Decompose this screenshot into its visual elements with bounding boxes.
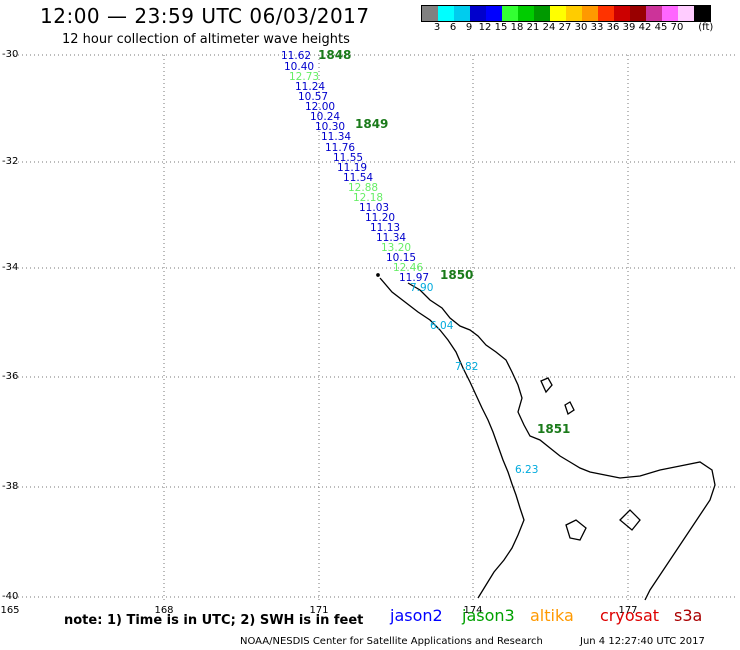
generated-timestamp: Jun 4 12:27:40 UTC 2017 <box>580 636 705 647</box>
lon-grid <box>163 55 629 600</box>
color-scale-tick: 21 <box>526 22 540 33</box>
wave-height-value: 11.24 <box>295 81 326 93</box>
lat-label: -36 <box>2 371 19 382</box>
satellite-s3a: s3a <box>674 606 703 625</box>
color-swatch <box>646 6 662 21</box>
lon-label: 177 <box>618 605 638 616</box>
color-swatch <box>550 6 566 21</box>
wave-height-value: 10.15 <box>386 252 417 264</box>
color-swatch <box>614 6 630 21</box>
wave-height-value: 11.34 <box>321 131 352 143</box>
color-swatch <box>422 6 438 21</box>
color-scale-unit: (ft) <box>698 22 714 33</box>
wave-height-value: 13.20 <box>381 242 412 254</box>
wave-height-value: 12.00 <box>305 101 336 113</box>
color-swatch <box>454 6 470 21</box>
track-time-label: 1850 <box>440 268 474 282</box>
color-swatch <box>630 6 646 21</box>
wave-height-value: 11.03 <box>359 202 390 214</box>
color-scale-tick: 33 <box>590 22 604 33</box>
wave-height-value: 11.20 <box>365 212 396 224</box>
wave-height-value: 7.82 <box>455 361 479 373</box>
color-swatch <box>662 6 678 21</box>
color-scale-tick: 42 <box>638 22 652 33</box>
lat-label: -40 <box>2 591 19 602</box>
color-scale-tick: 39 <box>622 22 636 33</box>
track-time-label: 1849 <box>355 117 389 131</box>
color-swatch <box>582 6 598 21</box>
wave-height-value: 11.19 <box>337 162 368 174</box>
color-scale-tick: 30 <box>574 22 588 33</box>
wave-height-value: 11.34 <box>376 232 407 244</box>
color-scale-bar <box>421 5 711 22</box>
wave-height-value: 12.46 <box>393 262 424 274</box>
chart-title: 12:00 — 23:59 UTC 06/03/2017 <box>40 4 370 28</box>
color-swatch <box>486 6 502 21</box>
color-scale-tick: 3 <box>433 22 441 33</box>
satellite-jason2: jason2 <box>390 606 443 625</box>
wave-height-value: 7.90 <box>410 282 434 294</box>
satellite-jason3: jason3 <box>462 606 515 625</box>
wave-height-value: 12.18 <box>353 192 384 204</box>
color-swatch <box>534 6 550 21</box>
wave-height-value: 12.73 <box>289 71 320 83</box>
wave-height-value: 11.62 <box>281 50 312 62</box>
track-time-label: 1848 <box>318 48 352 62</box>
track-time-label: 1851 <box>537 422 571 436</box>
wave-height-value: 6.23 <box>515 464 539 476</box>
coastline <box>376 273 716 601</box>
lat-label: -38 <box>2 481 19 492</box>
wave-height-value: 6.04 <box>430 320 454 332</box>
color-scale-tick: 12 <box>478 22 492 33</box>
color-scale-tick: 15 <box>494 22 508 33</box>
wave-height-value: 10.30 <box>315 121 346 133</box>
wave-height-value: 11.76 <box>325 142 356 154</box>
color-scale-tick: 18 <box>510 22 524 33</box>
lon-label: 174 <box>463 605 483 616</box>
color-scale-tick: 45 <box>654 22 668 33</box>
color-swatch <box>598 6 614 21</box>
lat-grid <box>10 54 738 598</box>
wave-height-value: 11.55 <box>333 152 364 164</box>
lat-label: -34 <box>2 262 19 273</box>
color-swatch <box>694 6 710 21</box>
wave-height-value: 10.57 <box>298 91 329 103</box>
lat-label: -30 <box>2 49 19 60</box>
wave-height-value: 11.54 <box>343 172 374 184</box>
wave-height-value: 11.97 <box>399 272 430 284</box>
lon-label: 168 <box>154 605 174 616</box>
wave-height-value: 10.24 <box>310 111 341 123</box>
color-scale-tick: 70 <box>670 22 684 33</box>
wave-height-value: 12.88 <box>348 182 379 194</box>
color-swatch <box>502 6 518 21</box>
satellite-altika: altika <box>530 606 574 625</box>
color-scale-tick: 9 <box>465 22 473 33</box>
satellite-cryosat: cryosat <box>600 606 660 625</box>
lon-label: 171 <box>309 605 329 616</box>
lat-label: -32 <box>2 156 19 167</box>
color-swatch <box>678 6 694 21</box>
color-scale-tick: 24 <box>542 22 556 33</box>
color-scale-tick: 27 <box>558 22 572 33</box>
color-swatch <box>518 6 534 21</box>
wave-height-value: 10.40 <box>284 61 315 73</box>
chart-subtitle: 12 hour collection of altimeter wave hei… <box>62 32 350 47</box>
lon-label: 165 <box>0 605 20 616</box>
color-swatch <box>566 6 582 21</box>
color-scale-tick: 36 <box>606 22 620 33</box>
color-swatch <box>438 6 454 21</box>
wave-height-value: 11.13 <box>370 222 401 234</box>
units-note: note: 1) Time is in UTC; 2) SWH is in fe… <box>64 613 364 628</box>
color-scale-tick: 6 <box>449 22 457 33</box>
credit-footer: NOAA/NESDIS Center for Satellite Applica… <box>240 636 543 647</box>
color-swatch <box>470 6 486 21</box>
